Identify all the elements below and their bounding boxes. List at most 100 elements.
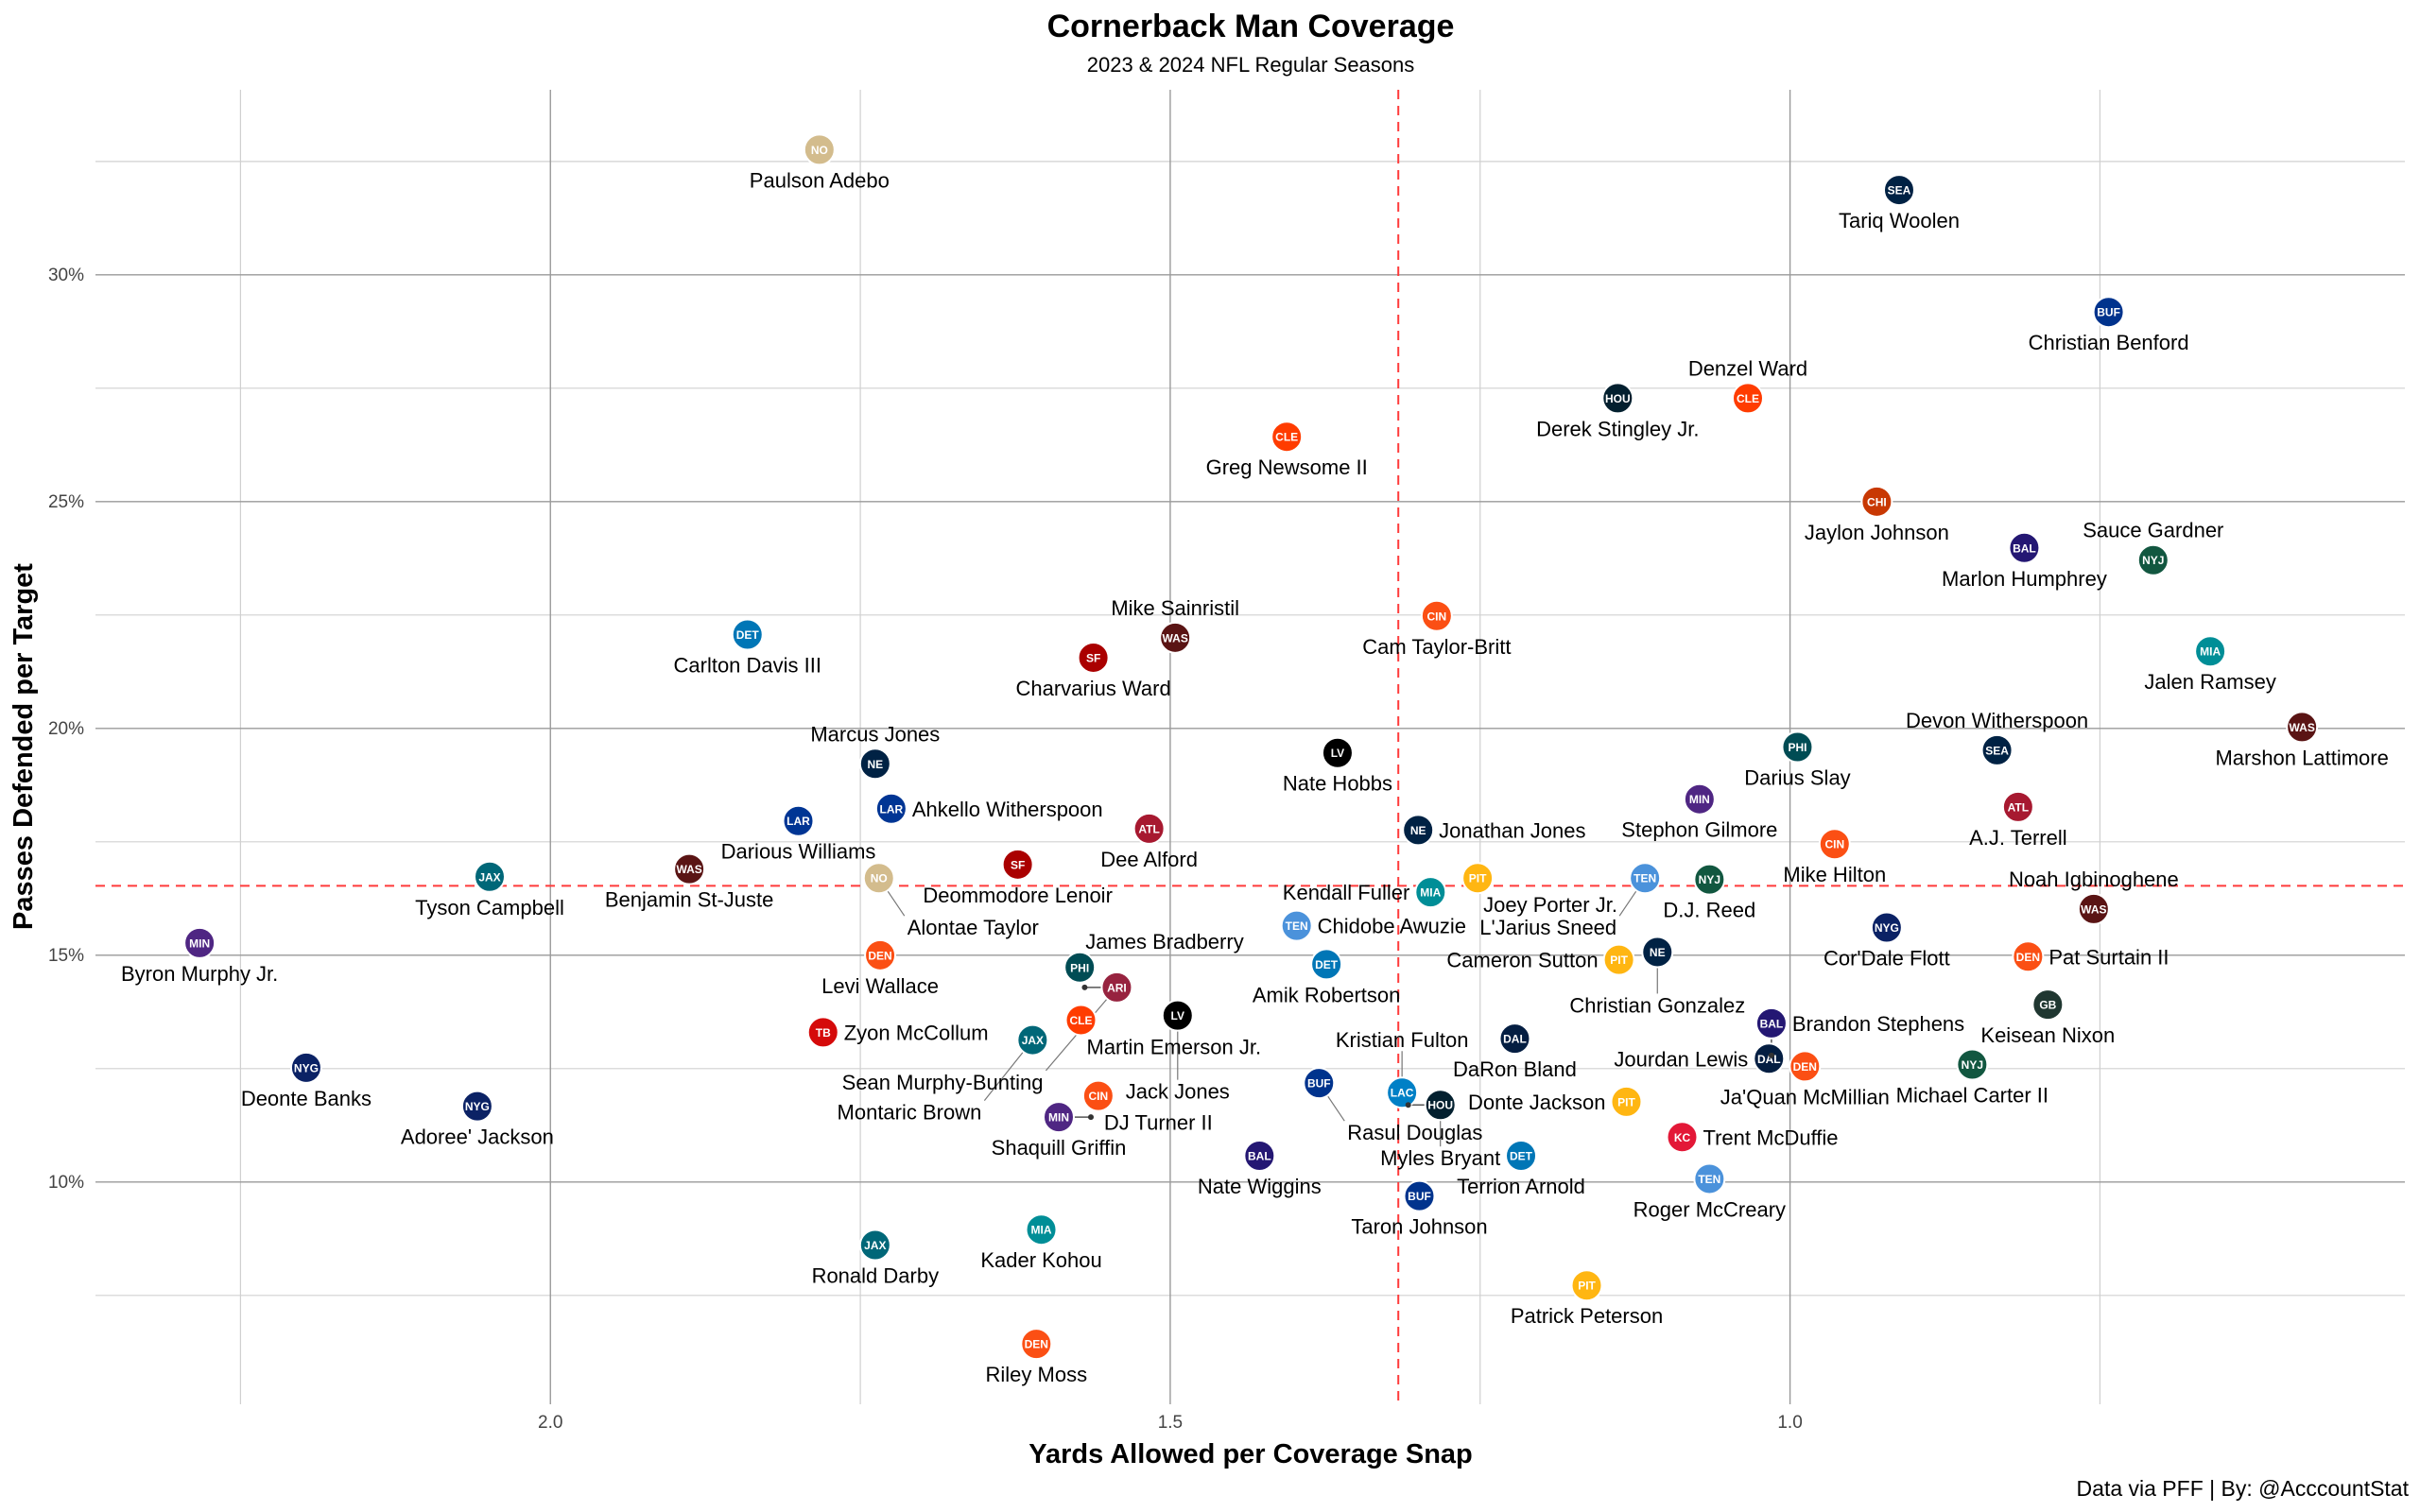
team-logo-marker: [1063, 951, 1097, 984]
point-label: Adoree' Jackson: [401, 1125, 554, 1149]
data-point-dot: [1087, 1114, 1094, 1121]
point-label: DJ Turner II: [1104, 1111, 1213, 1135]
team-logo-marker: [1601, 382, 1634, 415]
data-point: LAC: [1386, 1076, 1419, 1109]
data-point: CLE: [1064, 1004, 1098, 1037]
data-point: GB: [2031, 988, 2065, 1022]
point-label: Marlon Humphrey: [1942, 567, 2107, 591]
team-logo-marker: [1161, 999, 1194, 1032]
team-logo-text: NE: [1410, 824, 1426, 837]
data-point: LAR: [874, 792, 908, 825]
point-label: A.J. Terrell: [1969, 826, 2067, 850]
data-point: DAL: [1498, 1022, 1531, 1056]
team-logo-marker: [2194, 635, 2227, 668]
team-logo-text: DEN: [2016, 951, 2040, 964]
team-logo-marker: [1243, 1139, 1276, 1172]
point-label: Cam Taylor-Britt: [1362, 635, 1511, 659]
team-logo-text: MIA: [1420, 886, 1441, 900]
team-logo-marker: [1980, 733, 2014, 766]
point-label: Donte Jackson: [1468, 1091, 1606, 1114]
data-point: NO: [803, 133, 836, 166]
team-logo-text: DET: [736, 628, 760, 642]
team-logo-marker: [1870, 911, 1903, 944]
team-logo-text: WAS: [1162, 631, 1187, 644]
team-logo-marker: [474, 860, 507, 893]
team-logo-marker: [782, 804, 815, 837]
point-label: Carlton Davis III: [674, 653, 822, 677]
team-logo-marker: [2077, 892, 2110, 925]
point-label: Alontae Taylor: [908, 916, 1039, 939]
team-logo-text: JAX: [1022, 1034, 1044, 1047]
data-point: TB: [806, 1016, 839, 1049]
team-logo-text: WAS: [676, 863, 701, 876]
team-logo-marker: [1310, 948, 1343, 981]
data-point: TEN: [1693, 1162, 1726, 1195]
team-logo-marker: [806, 1016, 839, 1049]
data-point: NYG: [1870, 911, 1903, 944]
data-point: MIN: [1042, 1101, 1094, 1134]
team-logo-text: NO: [871, 872, 888, 885]
team-logo-text: LAR: [880, 802, 904, 816]
data-point: JAX: [474, 860, 507, 893]
team-logo-text: GB: [2039, 999, 2056, 1012]
point-label: Dee Alford: [1100, 848, 1198, 871]
team-logo-text: PHI: [1070, 961, 1089, 974]
team-logo-text: BAL: [2013, 541, 2036, 555]
point-label: Shaquill Griffin: [992, 1136, 1127, 1160]
team-logo-text: DEN: [1793, 1060, 1817, 1074]
data-point: DAL: [1753, 1042, 1786, 1075]
data-point: CIN: [1081, 1079, 1115, 1112]
team-logo-text: DAL: [1757, 1053, 1781, 1066]
point-label: Cameron Sutton: [1446, 949, 1598, 972]
point-label: Chidobe Awuzie: [1318, 915, 1466, 938]
data-point: BAL: [1243, 1139, 1276, 1172]
team-logo-marker: [1064, 1004, 1098, 1037]
team-logo-marker: [1016, 1023, 1049, 1057]
point-label: Martin Emerson Jr.: [1087, 1035, 1262, 1058]
team-logo-marker: [862, 862, 895, 895]
data-point: PIT: [1570, 1269, 1603, 1302]
team-logo-marker: [1498, 1022, 1531, 1056]
point-label: Jaylon Johnson: [1805, 521, 1949, 544]
point-label: Tyson Campbell: [415, 896, 564, 919]
point-label: Deommodore Lenoir: [923, 884, 1113, 907]
chart-title: Cornerback Man Coverage: [1047, 9, 1455, 44]
team-logo-marker: [874, 792, 908, 825]
team-logo-marker: [1860, 485, 1893, 518]
team-logo-text: DEN: [868, 949, 891, 962]
team-logo-marker: [2012, 940, 2045, 973]
team-logo-text: TEN: [1286, 919, 1308, 933]
team-logo-text: LV: [1331, 747, 1344, 760]
team-logo-marker: [673, 852, 706, 885]
point-label: Christian Gonzalez: [1569, 993, 1745, 1017]
grid: [95, 90, 2405, 1404]
team-logo-marker: [1303, 1067, 1336, 1100]
team-logo-text: LAR: [786, 815, 810, 828]
data-point: TEN: [1629, 862, 1662, 895]
y-tick-label: 20%: [48, 719, 84, 739]
team-logo-marker: [1754, 1006, 1788, 1040]
team-logo-marker: [1020, 1328, 1053, 1361]
team-logo-text: SF: [1086, 651, 1100, 664]
team-logo-marker: [2031, 988, 2065, 1022]
team-logo-text: CIN: [1427, 610, 1447, 623]
team-logo-text: TB: [816, 1026, 831, 1040]
team-logo-marker: [1402, 814, 1435, 847]
team-logo-text: KC: [1674, 1131, 1691, 1144]
point-label: Ja'Quan McMillian: [1720, 1085, 1890, 1108]
data-point: MIA: [2194, 635, 2227, 668]
data-point: NYJ: [1693, 863, 1726, 896]
team-logo-marker: [1461, 862, 1495, 895]
point-label: D.J. Reed: [1663, 899, 1755, 922]
point-label: Derek Stingley Jr.: [1536, 417, 1699, 440]
labels-layer: Paulson Adebo Tariq Woolen Christian Benfo…: [121, 168, 2389, 1386]
team-logo-text: PIT: [1610, 954, 1628, 967]
team-logo-marker: [2136, 543, 2169, 576]
team-logo-marker: [1882, 174, 1915, 207]
team-logo-marker: [1403, 1179, 1436, 1212]
point-label: Stephon Gilmore: [1621, 818, 1777, 842]
team-logo-marker: [1629, 862, 1662, 895]
team-logo-text: LAC: [1391, 1087, 1414, 1100]
data-point: DEN: [864, 938, 897, 971]
team-logo-text: NYG: [294, 1061, 319, 1074]
